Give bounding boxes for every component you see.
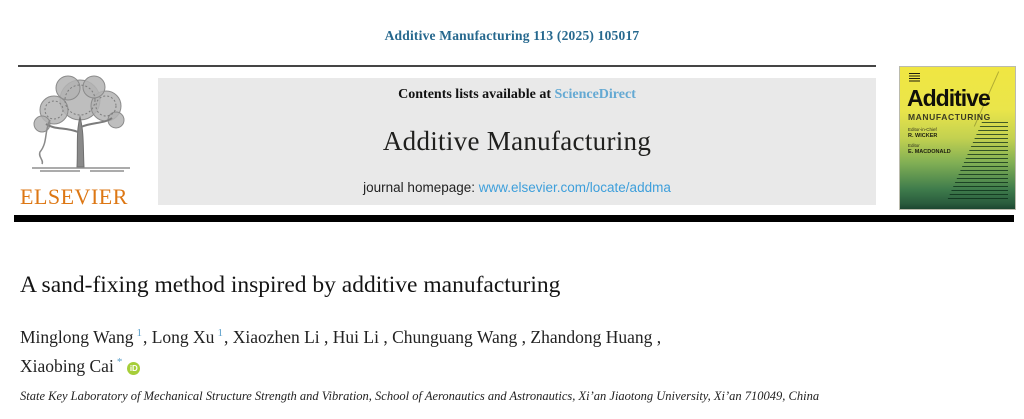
author-name: Minglong Wang [20,326,134,347]
author-name: Zhandong Huang [530,326,653,347]
elsevier-tree-icon [32,75,130,172]
author-separator: , [652,326,662,347]
author-separator: , [517,326,531,347]
author-name: Long Xu [151,326,215,347]
author-name: Xiaozhen Li [232,326,320,347]
affiliation: State Key Laboratory of Mechanical Struc… [20,389,820,403]
homepage-prefix: journal homepage: [363,180,479,195]
author-minglong-wang: Minglong Wang 1, [20,327,152,347]
orcid-icon[interactable]: iD [127,361,141,375]
cover-editor-1: Editor-in-Chief R. WICKER [908,127,937,139]
author-name: Chunguang Wang [392,326,518,347]
author-chunguang-wang: Chunguang Wang , [392,327,530,347]
sciencedirect-link[interactable]: ScienceDirect [554,87,636,102]
author-name: Xiaobing Cai [20,355,114,376]
author-superscript: 1 [136,327,142,339]
cover-title: Additive [907,85,991,111]
author-superscript: 1 [217,327,223,339]
author-zhandong-huang: Zhandong Huang , [530,327,661,347]
cover-publisher-mark-icon [909,73,920,83]
author-hui-li: Hui Li , [333,327,392,347]
journal-cover-thumbnail[interactable]: Additive MANUFACTURING Editor-in-Chief R… [899,66,1016,210]
cover-editor-2-name: E. MACDONALD [908,149,951,155]
article-title: A sand-fixing method inspired by additiv… [20,272,561,298]
cover-editor-2-label: Editor [908,143,920,148]
elsevier-wordmark: ELSEVIER [20,184,128,209]
author-xiaobing-cai: Xiaobing Cai * [20,356,123,376]
author-separator: , [319,326,333,347]
journal-citation: Additive Manufacturing 113 (2025) 105017 [384,28,640,43]
cover-editor-1-label: Editor-in-Chief [908,127,937,132]
cover-editor-2: Editor E. MACDONALD [908,143,951,155]
cover-print-layers-icon [947,122,1008,200]
author-separator: , [142,326,152,347]
author-xiaozhen-li: Xiaozhen Li , [233,327,333,347]
author-separator: , [378,326,393,347]
masthead-box: Contents lists available at ScienceDirec… [158,78,876,205]
journal-title: Additive Manufacturing [382,126,652,156]
homepage-link[interactable]: www.elsevier.com/locate/addma [478,180,671,195]
author-name: Hui Li [332,326,379,347]
homepage-line: journal homepage: www.elsevier.com/locat… [363,180,671,195]
author-list: Minglong Wang 1, Long Xu 1, Xiaozhen Li , … [20,321,780,379]
contents-line: Contents lists available at ScienceDirec… [398,87,636,103]
elsevier-logo: ELSEVIER [20,72,148,210]
cover-editor-1-name: R. WICKER [908,133,938,139]
masthead-rule-thick [14,215,1014,222]
author-long-xu: Long Xu 1, [152,327,233,347]
header-rule-thin [18,65,876,67]
cover-subtitle: MANUFACTURING [908,112,991,122]
corresponding-author-asterisk: * [116,355,123,368]
contents-prefix: Contents lists available at [398,87,555,102]
author-separator: , [223,326,233,347]
